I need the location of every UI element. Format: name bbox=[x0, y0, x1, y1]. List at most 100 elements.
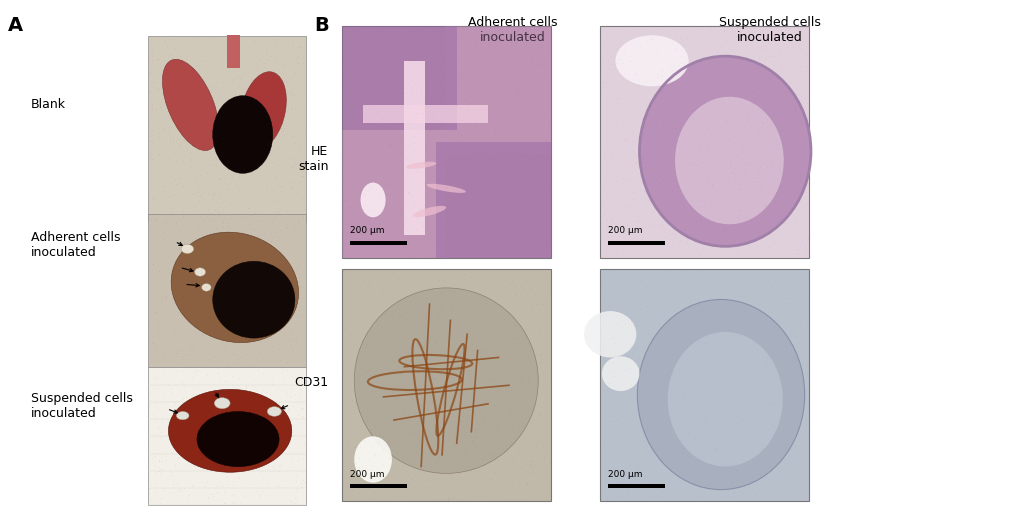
Point bbox=[532, 101, 548, 109]
Point bbox=[775, 228, 792, 236]
Point bbox=[251, 164, 267, 172]
Point bbox=[468, 151, 484, 159]
Point bbox=[474, 210, 490, 219]
Point bbox=[693, 311, 709, 319]
Point bbox=[446, 228, 463, 237]
Point bbox=[414, 365, 430, 374]
Point bbox=[240, 103, 257, 111]
Point bbox=[486, 48, 502, 57]
Point bbox=[272, 310, 288, 318]
Point bbox=[171, 449, 187, 457]
Point bbox=[499, 231, 516, 240]
Point bbox=[426, 252, 442, 260]
Point bbox=[289, 43, 306, 51]
Point bbox=[180, 317, 197, 325]
Point bbox=[675, 122, 691, 130]
Point bbox=[180, 490, 197, 498]
Point bbox=[155, 163, 171, 171]
Point bbox=[152, 254, 168, 263]
Point bbox=[531, 194, 547, 203]
Point bbox=[202, 374, 218, 382]
Point bbox=[227, 360, 244, 368]
Point bbox=[657, 194, 674, 203]
Point bbox=[759, 392, 775, 400]
Point bbox=[460, 362, 476, 370]
Point bbox=[237, 139, 254, 147]
Point bbox=[191, 306, 207, 315]
Point bbox=[434, 90, 450, 98]
Point bbox=[375, 237, 391, 245]
Point bbox=[373, 350, 389, 358]
Point bbox=[689, 182, 705, 190]
Point bbox=[186, 344, 203, 352]
Point bbox=[711, 210, 728, 218]
Point bbox=[703, 170, 719, 179]
Point bbox=[793, 361, 809, 369]
Point bbox=[662, 282, 679, 290]
Point bbox=[593, 491, 609, 499]
Point bbox=[176, 191, 193, 200]
Point bbox=[417, 359, 433, 368]
Point bbox=[428, 292, 444, 301]
Point bbox=[641, 330, 657, 338]
Point bbox=[626, 477, 642, 485]
Point bbox=[177, 177, 194, 185]
Point bbox=[654, 133, 671, 142]
Point bbox=[442, 229, 459, 238]
Point bbox=[601, 226, 618, 234]
Point bbox=[202, 291, 218, 299]
Point bbox=[519, 479, 535, 487]
Point bbox=[758, 356, 774, 365]
Point bbox=[369, 35, 385, 43]
Point bbox=[635, 451, 651, 460]
Point bbox=[668, 287, 685, 295]
Point bbox=[619, 219, 635, 228]
Point bbox=[412, 106, 428, 115]
Point bbox=[399, 166, 416, 175]
Point bbox=[154, 377, 170, 385]
Point bbox=[140, 202, 156, 210]
Point bbox=[769, 143, 786, 152]
Point bbox=[475, 127, 491, 135]
Point bbox=[783, 384, 799, 393]
Point bbox=[339, 185, 356, 194]
Point bbox=[275, 132, 291, 140]
Point bbox=[799, 274, 815, 282]
Point bbox=[694, 105, 710, 113]
Point bbox=[210, 326, 226, 334]
Point bbox=[675, 307, 691, 315]
Point bbox=[373, 305, 389, 314]
Point bbox=[185, 361, 202, 369]
Point bbox=[503, 479, 520, 488]
Point bbox=[651, 472, 667, 480]
Point bbox=[209, 329, 225, 337]
Point bbox=[376, 215, 392, 224]
Point bbox=[208, 197, 224, 206]
Point bbox=[368, 138, 384, 146]
Point bbox=[405, 311, 421, 319]
Point bbox=[205, 409, 221, 417]
Point bbox=[389, 288, 406, 296]
Point bbox=[709, 282, 726, 290]
Point bbox=[223, 233, 239, 242]
Point bbox=[751, 425, 767, 433]
Point bbox=[595, 209, 611, 218]
Point bbox=[627, 194, 643, 202]
Point bbox=[735, 90, 751, 98]
Point bbox=[385, 371, 401, 380]
Point bbox=[249, 291, 265, 300]
Point bbox=[745, 402, 761, 411]
Point bbox=[463, 417, 479, 425]
Point bbox=[442, 307, 459, 315]
Point bbox=[599, 448, 615, 456]
Point bbox=[609, 413, 626, 421]
Point bbox=[647, 141, 663, 149]
Point bbox=[452, 416, 469, 425]
Point bbox=[182, 154, 199, 163]
Point bbox=[417, 98, 433, 106]
Point bbox=[481, 36, 497, 45]
Point bbox=[764, 45, 781, 53]
Point bbox=[190, 311, 206, 319]
Point bbox=[635, 152, 651, 160]
Point bbox=[747, 491, 763, 500]
